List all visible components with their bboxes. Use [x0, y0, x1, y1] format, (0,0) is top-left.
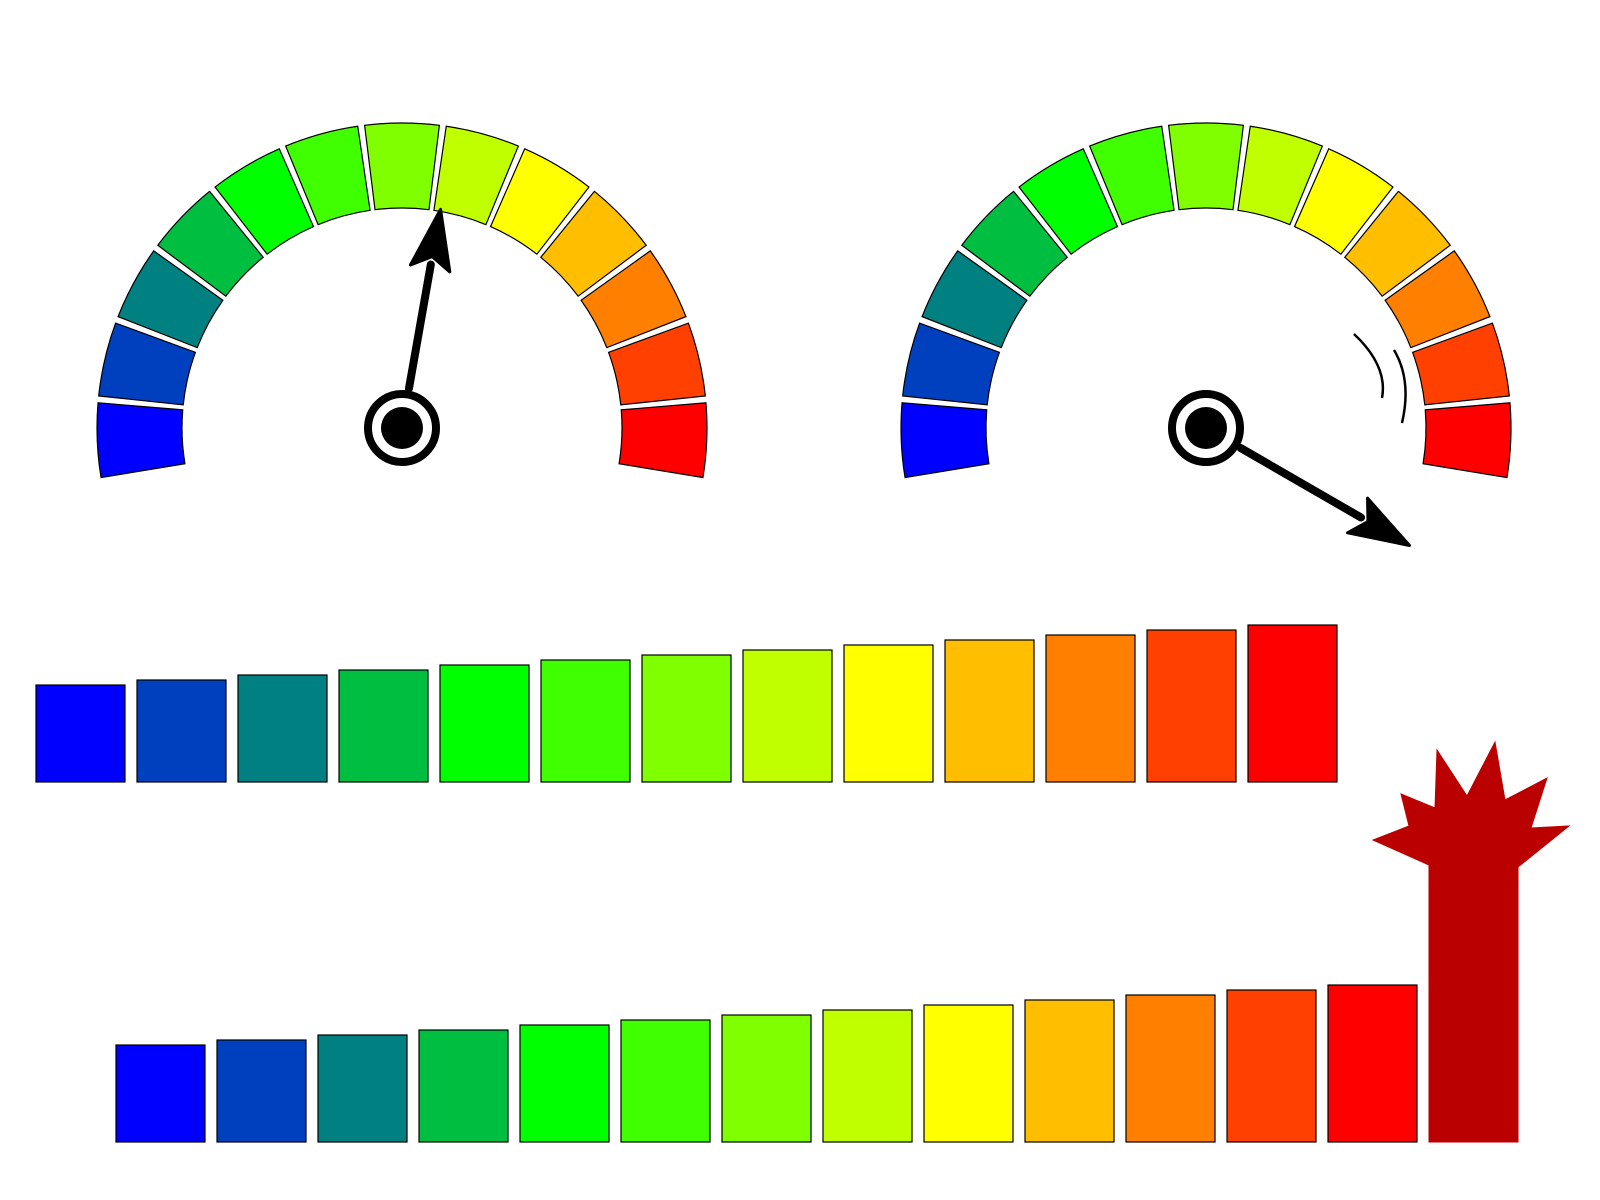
gauge-segment — [96, 402, 186, 479]
bar-segment — [35, 684, 126, 783]
bar-segment — [136, 679, 227, 783]
vibration-lines-icon — [1392, 349, 1407, 424]
bar-segment — [1045, 634, 1136, 783]
bar-meter-overload — [115, 740, 1571, 1143]
gauge-overload — [900, 122, 1512, 547]
needle-arrow-icon-shaft — [1236, 444, 1366, 522]
gauge-segment — [117, 250, 224, 349]
needle-hub-icon — [1185, 407, 1227, 449]
bar-segment — [519, 1024, 610, 1143]
bar-segment — [641, 654, 732, 783]
gauge-normal — [96, 122, 708, 479]
gauge-segment — [156, 190, 265, 298]
bar-segment — [115, 1044, 206, 1143]
needle-hub-icon — [381, 407, 423, 449]
bar-segment — [237, 674, 328, 783]
gauge-segment — [1422, 402, 1512, 479]
gauge-segment — [214, 147, 315, 256]
bar-segment — [1226, 989, 1317, 1143]
bar-segment — [742, 649, 833, 783]
bar-segment — [923, 1004, 1014, 1143]
gauge-segment — [607, 322, 706, 406]
bar-segment — [944, 639, 1035, 783]
needle-arrow-icon-head — [1346, 496, 1412, 547]
gauge-segment — [960, 190, 1069, 298]
gauge-segment — [1384, 250, 1491, 349]
gauge-segment — [1343, 190, 1452, 298]
gauge-segment — [539, 190, 648, 298]
bar-segment — [721, 1014, 812, 1143]
gauge-segment — [489, 147, 590, 256]
gauge-segment — [363, 122, 441, 211]
bar-segment — [338, 669, 429, 783]
bar-segment — [1146, 629, 1237, 783]
bar-segment — [843, 644, 934, 783]
gauge-segment — [902, 322, 1001, 406]
needle-arrow-icon-shaft — [404, 260, 435, 393]
bar-segment — [540, 659, 631, 783]
bar-segment — [1024, 999, 1115, 1143]
gauge-segment — [1018, 147, 1119, 256]
bar-segment — [1125, 994, 1216, 1143]
gauge-segment — [1293, 147, 1394, 256]
gauge-segment — [618, 402, 708, 479]
bar-meter-normal — [35, 624, 1338, 783]
bar-segment — [822, 1009, 913, 1143]
gauge-segment — [284, 125, 371, 226]
bar-segment — [418, 1029, 509, 1143]
bar-segment — [1327, 984, 1418, 1143]
bar-segment — [317, 1034, 408, 1143]
bar-segment — [216, 1039, 307, 1143]
gauge-segment — [1167, 122, 1245, 211]
gauge-segment — [1237, 125, 1324, 226]
gauge-segment — [900, 402, 990, 479]
gauge-segment — [433, 125, 520, 226]
bar-segment — [620, 1019, 711, 1143]
gauge-segment — [580, 250, 687, 349]
gauge-segment — [1411, 322, 1510, 406]
gauge-segment — [1088, 125, 1175, 226]
overflow-bar — [1428, 864, 1519, 1143]
bar-segment — [439, 664, 530, 783]
burst-explosion-icon — [1371, 740, 1571, 868]
gauge-segment — [921, 250, 1028, 349]
gauge-segment — [98, 322, 197, 406]
bar-segment — [1247, 624, 1338, 783]
vibration-lines-icon — [1353, 333, 1385, 399]
needle-arrow-icon-head — [408, 207, 452, 274]
